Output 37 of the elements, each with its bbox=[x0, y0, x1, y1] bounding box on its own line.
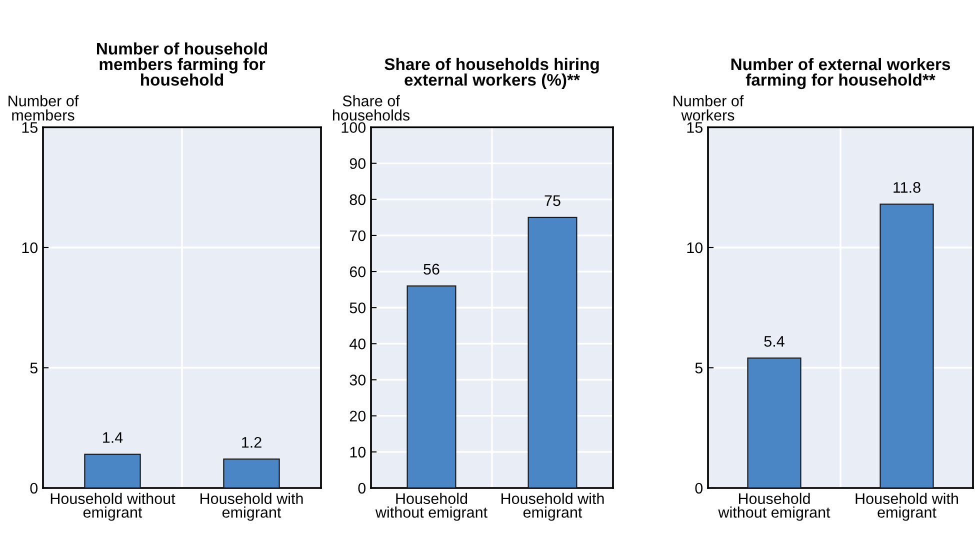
x-tick-label: Household without emigrant bbox=[718, 492, 830, 521]
y-tick-label: 15 bbox=[22, 122, 38, 133]
chart-title: Number of external workers farming for household** bbox=[731, 58, 950, 90]
data-label: 1.2 bbox=[242, 436, 262, 448]
y-tick-label: 0 bbox=[358, 482, 366, 494]
y-tick-label: 10 bbox=[687, 242, 703, 254]
y-tick-label: 15 bbox=[687, 122, 702, 133]
data-label: 75 bbox=[544, 195, 560, 206]
y-tick-label: 0 bbox=[695, 482, 703, 494]
y-tick-label: 100 bbox=[342, 122, 366, 133]
y-axis-title: Number of workers bbox=[674, 95, 744, 121]
data-label: 56 bbox=[424, 264, 440, 275]
x-tick-label: Household without emigrant bbox=[375, 492, 488, 521]
data-label: 11.8 bbox=[894, 182, 920, 193]
chart-title: Share of households hiring external workers (%)** bbox=[384, 58, 599, 90]
y-tick-label: 5 bbox=[30, 362, 38, 374]
y-tick-label: 50 bbox=[350, 302, 366, 314]
data-label: 1.4 bbox=[103, 432, 123, 443]
data-label: 5.4 bbox=[764, 336, 784, 347]
y-tick-label: 5 bbox=[695, 362, 702, 374]
y-tick-label: 20 bbox=[350, 410, 366, 422]
x-tick-label: Household without emigrant bbox=[50, 492, 176, 521]
y-tick-label: 30 bbox=[350, 374, 366, 386]
y-tick-label: 10 bbox=[350, 446, 366, 458]
chart-title: Number of household members farming for household bbox=[97, 42, 268, 86]
y-tick-label: 60 bbox=[350, 266, 366, 278]
y-tick-label: 10 bbox=[22, 242, 38, 254]
y-tick-label: 70 bbox=[350, 230, 366, 242]
x-tick-label: Household with emigrant bbox=[200, 492, 303, 521]
y-tick-label: 0 bbox=[30, 482, 38, 494]
x-tick-label: Household with emigrant bbox=[502, 492, 604, 521]
x-tick-label: Household with emigrant bbox=[856, 492, 958, 521]
y-tick-label: 40 bbox=[350, 338, 366, 350]
y-axis-title: Share of households bbox=[332, 95, 410, 121]
y-tick-label: 80 bbox=[350, 194, 366, 206]
y-axis-title: Number of members bbox=[8, 95, 79, 121]
y-tick-label: 90 bbox=[350, 158, 366, 170]
